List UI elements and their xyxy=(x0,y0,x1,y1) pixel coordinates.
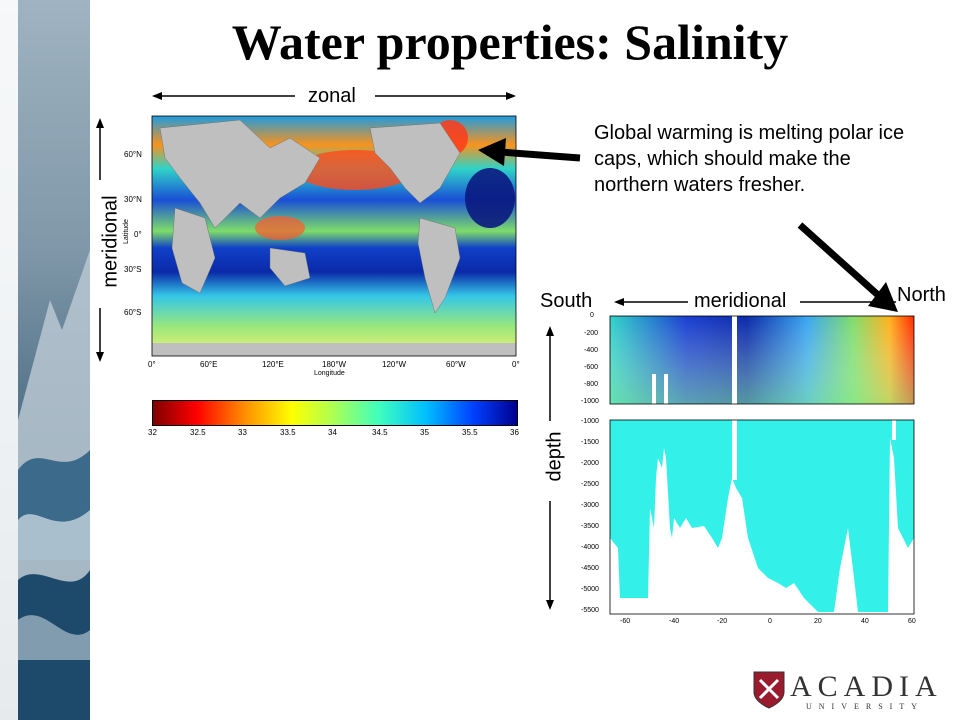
lower-tick-5000: -5000 xyxy=(581,586,599,593)
lower-tick-1000: -1000 xyxy=(581,418,599,425)
acadia-shield-icon xyxy=(753,671,785,709)
colorbar-tick-33: 33 xyxy=(238,428,247,437)
colorbar xyxy=(152,400,518,426)
x-tick-20: 20 xyxy=(814,618,822,625)
lon-tick-180w: 180°W xyxy=(322,360,347,369)
section-upper-panel xyxy=(609,315,915,405)
salinity-map xyxy=(151,115,517,357)
colorbar-tick-35-5: 35.5 xyxy=(462,428,478,437)
lon-tick-120w: 120°W xyxy=(382,360,407,369)
lat-tick-60n: 60°N xyxy=(124,150,142,159)
colorbar-tick-32: 32 xyxy=(148,428,157,437)
lon-tick-120e: 120°E xyxy=(262,360,284,369)
south-label: South xyxy=(540,290,593,312)
lat-tick-0: 0° xyxy=(134,230,142,239)
x-tick-40: 40 xyxy=(861,618,869,625)
x-tick-0: 0 xyxy=(768,618,772,625)
lat-tick-30n: 30°N xyxy=(124,195,142,204)
colorbar-tick-34: 34 xyxy=(328,428,337,437)
upper-tick-800: -800 xyxy=(584,381,599,388)
lon-tick-0: 0° xyxy=(148,360,156,369)
lon-tick-60e: 60°E xyxy=(200,360,218,369)
colorbar-tick-34-5: 34.5 xyxy=(372,428,388,437)
upper-tick-600: -600 xyxy=(584,364,599,371)
lon-axis-label: Longitude xyxy=(314,370,345,377)
lower-tick-3000: -3000 xyxy=(581,502,599,509)
logo-subtitle: UNIVERSITY xyxy=(806,702,924,711)
colorbar-tick-36: 36 xyxy=(510,428,519,437)
colorbar-tick-33-5: 33.5 xyxy=(280,428,296,437)
south-arrow xyxy=(614,298,688,306)
ocean-photo-strip xyxy=(0,0,90,720)
upper-tick-1000: -1000 xyxy=(581,398,599,405)
upper-tick-0: 0 xyxy=(590,312,594,319)
depth-label: depth xyxy=(543,431,566,482)
lat-tick-60s: 60°S xyxy=(124,308,142,317)
upper-tick-200: -200 xyxy=(584,330,599,337)
x-tick-60: 60 xyxy=(908,618,916,625)
slide-title: Water properties: Salinity xyxy=(231,14,789,70)
upper-tick-400: -400 xyxy=(584,347,599,354)
lat-tick-30s: 30°S xyxy=(124,265,142,274)
lower-tick-4500: -4500 xyxy=(581,565,599,572)
lower-tick-2000: -2000 xyxy=(581,460,599,467)
lower-tick-3500: -3500 xyxy=(581,523,599,530)
section-meridional-label: meridional xyxy=(694,290,787,312)
meridional-arrow xyxy=(96,118,104,362)
x-tick-neg40: -40 xyxy=(669,618,680,625)
section-lower-panel xyxy=(609,419,915,615)
logo-name: ACADIA xyxy=(790,670,943,703)
lower-tick-2500: -2500 xyxy=(581,481,599,488)
lon-tick-0-end: 0° xyxy=(512,360,520,369)
depth-arrow xyxy=(546,326,554,610)
colorbar-tick-35: 35 xyxy=(420,428,429,437)
zonal-arrow xyxy=(152,92,516,100)
north-line xyxy=(800,301,896,303)
lower-tick-1500: -1500 xyxy=(581,439,599,446)
annotation-text: Global warming is melting polar ice caps… xyxy=(594,122,905,196)
pointer-arrows xyxy=(478,138,898,312)
zonal-label: zonal xyxy=(308,85,356,107)
north-label: North xyxy=(897,284,946,306)
lower-tick-4000: -4000 xyxy=(581,544,599,551)
colorbar-tick-32-5: 32.5 xyxy=(190,428,206,437)
x-tick-neg60: -60 xyxy=(620,618,631,625)
lon-tick-60w: 60°W xyxy=(446,360,466,369)
x-tick-neg20: -20 xyxy=(717,618,728,625)
lower-tick-5500: -5500 xyxy=(581,607,599,614)
lat-axis-label: Latitude xyxy=(122,219,130,244)
